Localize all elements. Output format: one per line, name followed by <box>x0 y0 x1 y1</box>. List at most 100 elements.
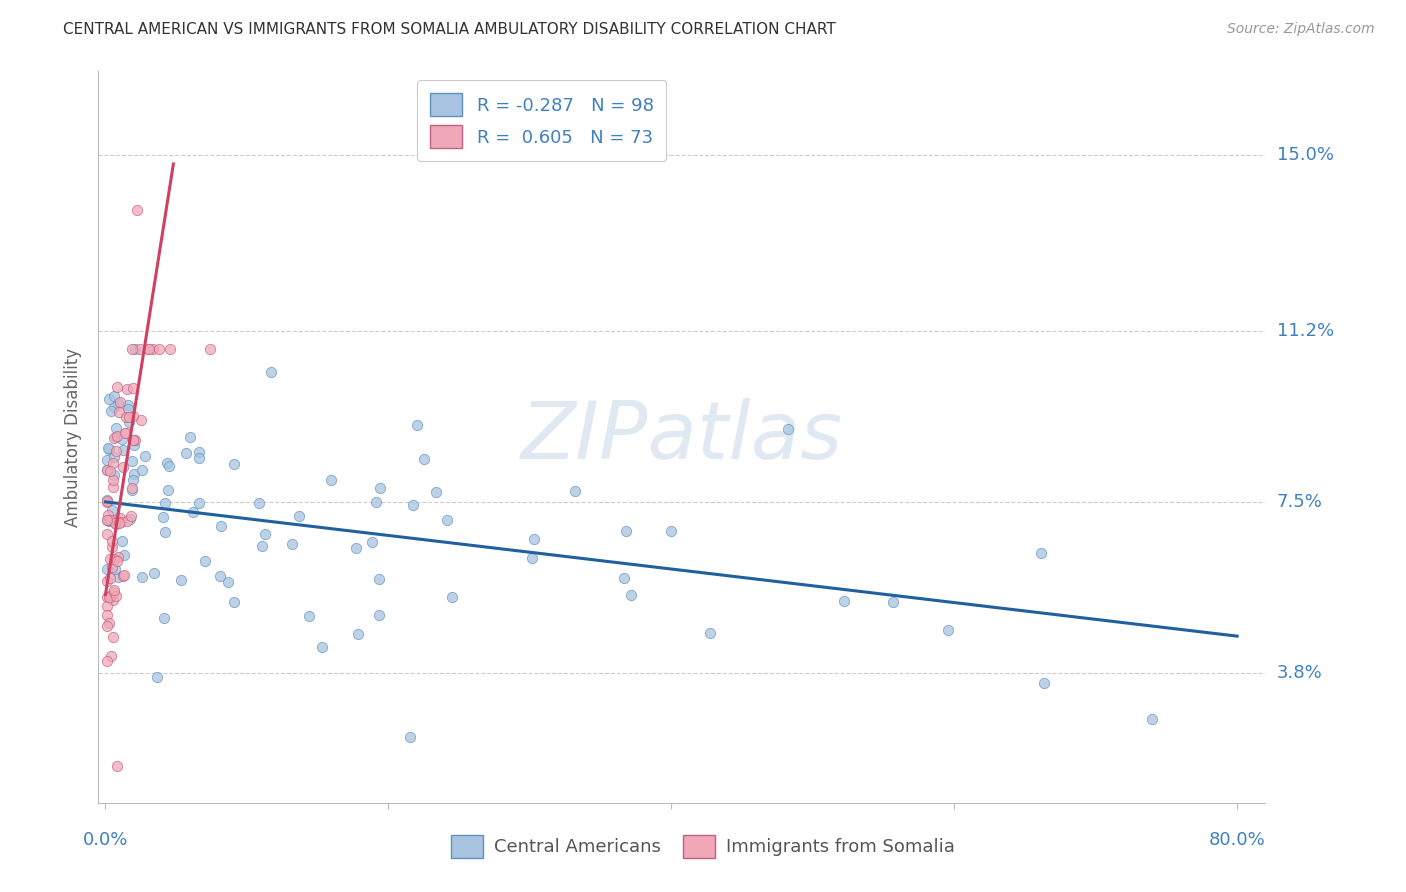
Point <box>104 562 127 576</box>
Point <box>311 640 333 655</box>
Point <box>319 474 342 488</box>
Point <box>156 457 179 471</box>
Point <box>97 508 120 523</box>
Point <box>412 451 434 466</box>
Point <box>406 417 429 432</box>
Point <box>120 508 142 523</box>
Point <box>100 559 122 574</box>
Point <box>613 571 636 585</box>
Point <box>198 342 221 356</box>
Point <box>117 402 139 417</box>
Point <box>96 494 118 508</box>
Point <box>96 574 118 588</box>
Point <box>105 589 128 603</box>
Point <box>96 619 118 633</box>
Point <box>101 503 124 517</box>
Point <box>115 514 138 528</box>
Point <box>96 591 118 605</box>
Point <box>107 395 129 409</box>
Text: 15.0%: 15.0% <box>1277 145 1333 164</box>
Point <box>111 432 134 446</box>
Point <box>103 480 125 494</box>
Point <box>157 459 180 474</box>
Point <box>111 569 134 583</box>
Point <box>614 524 637 538</box>
Point <box>153 610 176 624</box>
Point <box>108 516 131 531</box>
Point <box>122 433 145 447</box>
Point <box>152 510 174 524</box>
Point <box>259 365 281 379</box>
Point <box>361 534 384 549</box>
Point <box>187 451 209 466</box>
Point <box>176 446 198 460</box>
Text: 11.2%: 11.2% <box>1277 322 1334 340</box>
Point <box>96 452 118 467</box>
Point <box>659 524 682 538</box>
Point <box>936 623 959 637</box>
Point <box>110 516 132 530</box>
Point <box>101 534 124 549</box>
Point <box>96 561 118 575</box>
Point <box>103 432 125 446</box>
Point <box>129 413 152 427</box>
Point <box>188 496 211 510</box>
Point <box>121 483 143 497</box>
Point <box>155 496 177 510</box>
Point <box>100 649 122 664</box>
Point <box>125 203 148 218</box>
Text: 80.0%: 80.0% <box>1209 830 1265 848</box>
Point <box>101 456 124 470</box>
Point <box>96 513 118 527</box>
Point <box>124 342 146 356</box>
Point <box>96 608 118 623</box>
Point <box>131 569 153 583</box>
Point <box>346 626 368 640</box>
Point <box>122 409 145 424</box>
Point <box>699 626 721 640</box>
Text: 0.0%: 0.0% <box>83 830 128 848</box>
Point <box>96 462 118 476</box>
Point <box>344 541 367 556</box>
Point <box>105 516 128 531</box>
Point <box>103 450 125 464</box>
Legend: Central Americans, Immigrants from Somalia: Central Americans, Immigrants from Somal… <box>444 828 962 865</box>
Point <box>121 433 143 447</box>
Point <box>105 554 128 568</box>
Point <box>103 585 125 599</box>
Point <box>98 464 121 478</box>
Point <box>98 571 121 585</box>
Point <box>882 595 904 609</box>
Point <box>247 496 270 510</box>
Point <box>96 527 118 541</box>
Point <box>100 591 122 605</box>
Point <box>107 429 129 443</box>
Point <box>156 483 179 497</box>
Point <box>224 458 246 472</box>
Point <box>121 342 143 356</box>
Point <box>425 484 447 499</box>
Point <box>105 380 128 394</box>
Point <box>188 445 211 459</box>
Text: 3.8%: 3.8% <box>1277 665 1322 682</box>
Point <box>441 590 464 604</box>
Point <box>103 389 125 403</box>
Point <box>143 566 166 580</box>
Point <box>107 570 129 584</box>
Point <box>159 342 181 356</box>
Point <box>832 594 855 608</box>
Point <box>118 409 141 424</box>
Point <box>101 473 124 487</box>
Point <box>105 430 128 444</box>
Point <box>250 540 273 554</box>
Point <box>112 568 135 582</box>
Point <box>98 392 121 406</box>
Point <box>96 599 118 613</box>
Point <box>108 395 131 409</box>
Point <box>148 342 170 356</box>
Point <box>298 609 321 624</box>
Point <box>100 552 122 566</box>
Point <box>122 381 145 395</box>
Point <box>134 450 156 464</box>
Point <box>131 463 153 477</box>
